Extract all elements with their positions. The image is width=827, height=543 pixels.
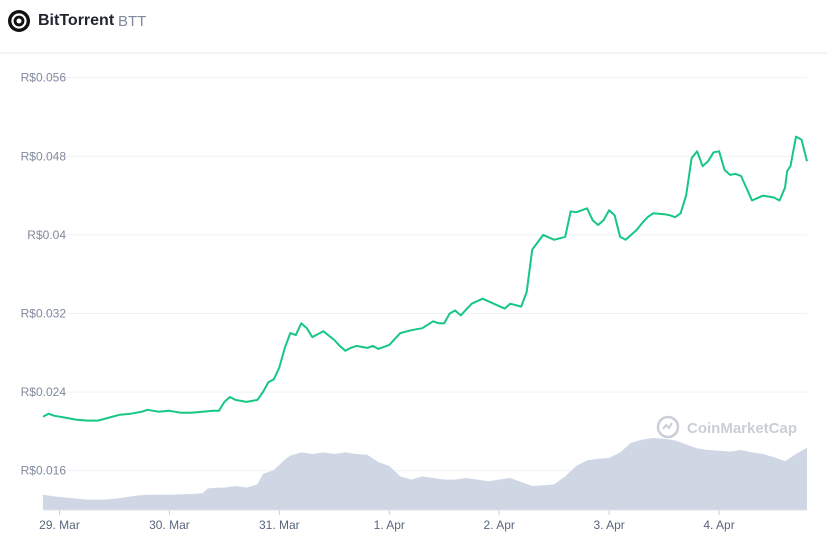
coin-symbol: BTT	[118, 13, 147, 30]
watermark: CoinMarketCap	[656, 415, 797, 439]
y-tick-label: R$0.048	[21, 149, 67, 163]
y-tick-label: R$0.016	[21, 464, 67, 478]
y-tick-label: R$0.04	[27, 228, 66, 242]
coin-name: BitTorrent	[38, 12, 115, 29]
x-tick-label: 29. Mar	[39, 518, 80, 532]
price-series	[42, 135, 808, 422]
coinmarketcap-logo-icon	[656, 415, 680, 439]
axes: R$0.016 R$0.024 R$0.032 R$0.04 R$0.048 R$0.05…	[21, 71, 807, 532]
coin-header: BitTorrent BTT	[0, 0, 827, 53]
grid-lines	[43, 77, 807, 472]
y-tick-label: R$0.032	[21, 306, 67, 320]
x-tick-label: 3. Apr	[593, 518, 624, 532]
x-tick-label: 4. Apr	[703, 518, 734, 532]
price-line	[42, 135, 808, 422]
volume-series	[43, 438, 807, 510]
x-tick-label: 1. Apr	[374, 518, 405, 532]
watermark-text: CoinMarketCap	[687, 420, 797, 437]
volume-area	[43, 438, 807, 510]
bittorrent-logo-icon	[8, 10, 30, 32]
x-tick-label: 31. Mar	[259, 518, 300, 532]
x-tick-label: 30. Mar	[149, 518, 190, 532]
y-tick-label: R$0.024	[21, 385, 67, 399]
y-tick-label: R$0.056	[21, 71, 67, 85]
x-tick-label: 2. Apr	[484, 518, 515, 532]
